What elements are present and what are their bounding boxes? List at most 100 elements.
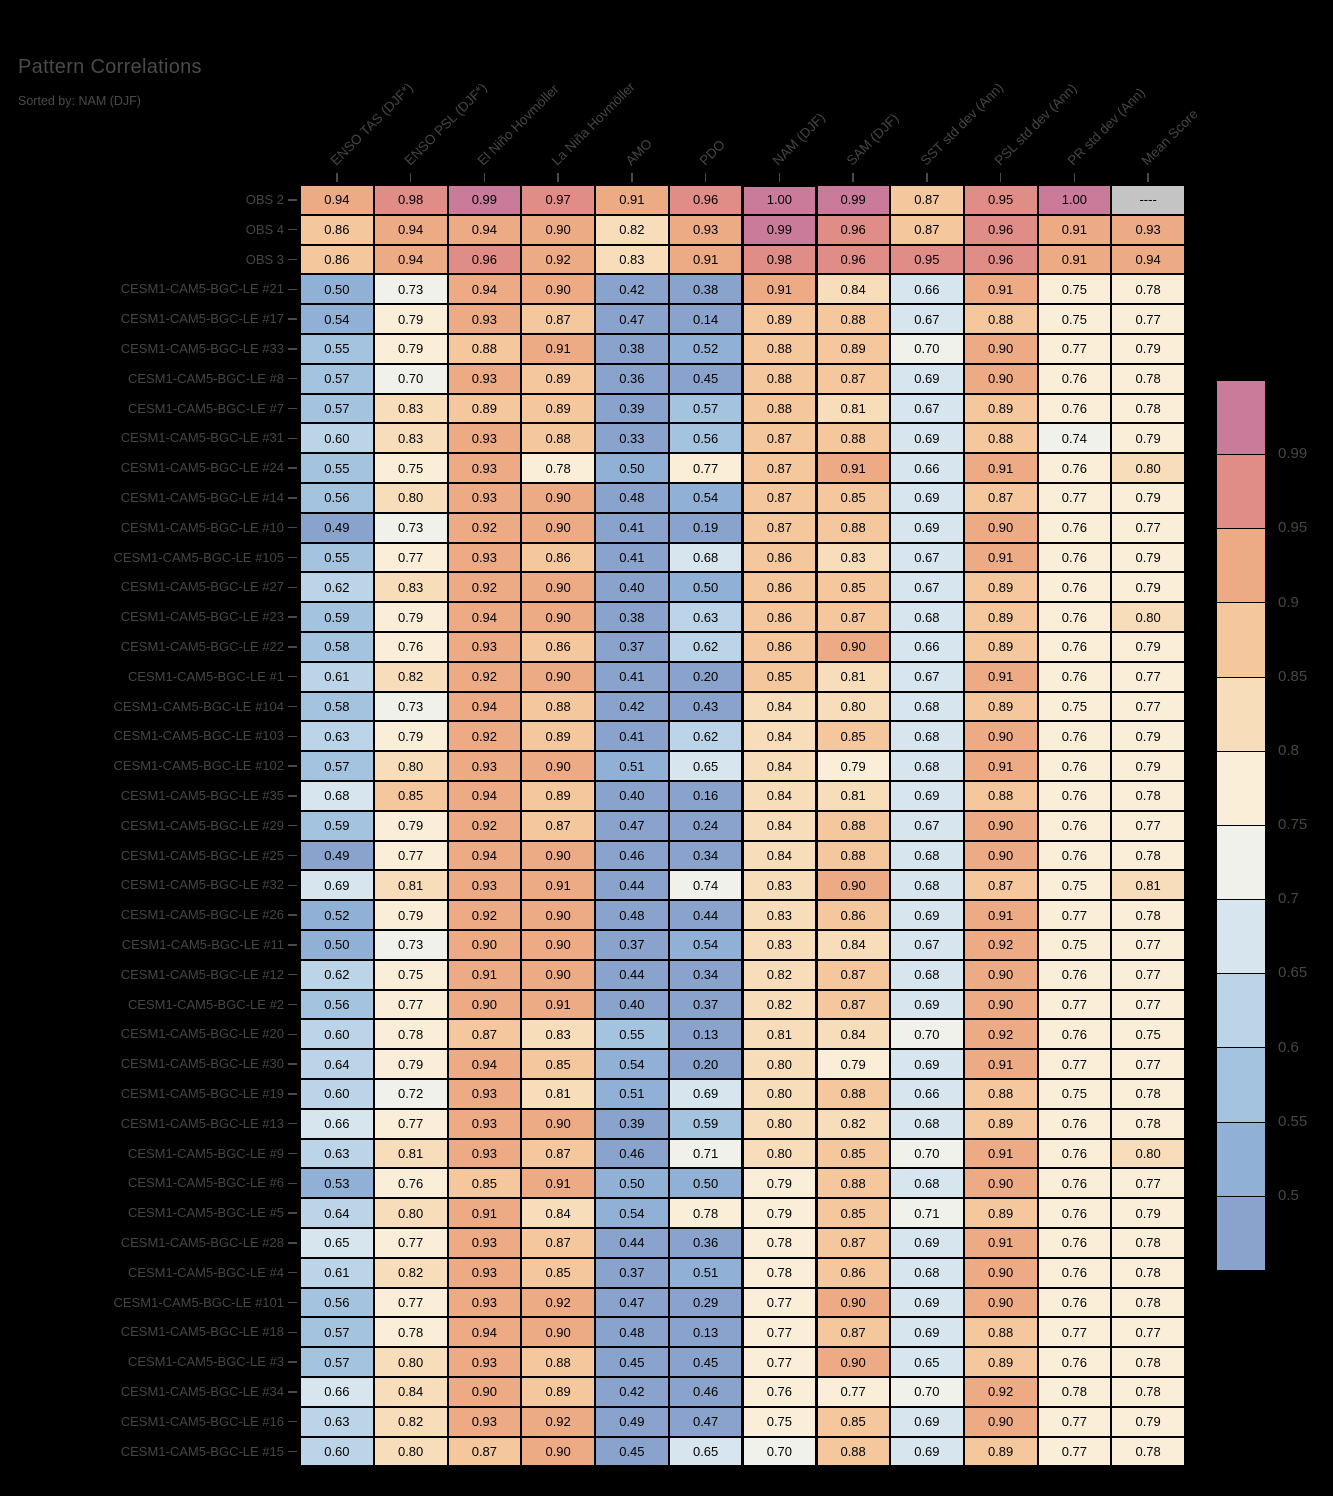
colorbar — [1216, 380, 1266, 1272]
heatmap-cell: 0.68 — [891, 722, 963, 751]
colorbar-tick-label: 0.65 — [1278, 964, 1308, 982]
heatmap-cell: 0.50 — [669, 1169, 742, 1198]
heatmap-cell: 0.52 — [301, 901, 373, 929]
heatmap-cell: 0.86 — [743, 573, 816, 602]
heatmap-cell: 0.91 — [522, 335, 594, 363]
heatmap-cell: 0.85 — [817, 1139, 889, 1168]
row-tick — [288, 705, 297, 708]
heatmap-cell: 0.68 — [891, 1169, 963, 1198]
heatmap-cell: 0.37 — [669, 990, 742, 1019]
heatmap-cell: 0.83 — [596, 245, 668, 274]
heatmap-cell: 0.77 — [1112, 692, 1184, 721]
row-tick — [288, 1003, 297, 1006]
heatmap-cell: 0.90 — [522, 603, 594, 631]
heatmap-cell: 0.86 — [817, 1258, 889, 1287]
heatmap-cell: 0.85 — [448, 1169, 521, 1198]
heatmap-cell: 0.77 — [817, 1378, 889, 1406]
heatmap-cell: 0.56 — [301, 990, 373, 1019]
heatmap-cell: 0.78 — [1038, 1378, 1111, 1406]
heatmap-cell: 0.90 — [522, 484, 594, 512]
heatmap-cell: 0.48 — [596, 1318, 668, 1347]
row-label: CESM1-CAM5-BGC-LE #12 — [120, 966, 284, 982]
heatmap-cell: 0.86 — [522, 633, 594, 661]
row-tick — [288, 377, 297, 380]
heatmap-cell: 0.71 — [669, 1139, 742, 1168]
row-tick — [288, 1361, 297, 1363]
heatmap-cell: 0.37 — [596, 931, 668, 959]
heatmap-cell: 0.58 — [301, 692, 373, 721]
heatmap-cell: 0.99 — [817, 186, 889, 214]
colorbar-segment — [1217, 677, 1265, 752]
heatmap-cell: 0.45 — [596, 1348, 668, 1376]
colorbar-segment — [1217, 529, 1265, 604]
heatmap-cell: 0.91 — [817, 454, 889, 482]
heatmap-cell: 0.72 — [374, 1080, 447, 1108]
row-label: CESM1-CAM5-BGC-LE #29 — [120, 817, 284, 833]
heatmap-cell: 0.75 — [743, 1407, 816, 1436]
heatmap-cell: 0.90 — [964, 513, 1037, 542]
column-tick — [1147, 173, 1149, 182]
heatmap-cell: 0.91 — [448, 1199, 521, 1227]
heatmap-cell: 0.83 — [374, 573, 447, 602]
heatmap-cell: 0.46 — [596, 1139, 668, 1168]
heatmap-cell: 0.88 — [817, 1169, 889, 1198]
heatmap-cell: 0.57 — [669, 394, 742, 423]
heatmap-cell: 0.76 — [1038, 722, 1111, 751]
row-tick — [288, 556, 297, 559]
heatmap-cell: 0.50 — [596, 1169, 668, 1198]
heatmap-cell: 0.89 — [817, 335, 889, 363]
heatmap-cell: 0.38 — [596, 603, 668, 631]
heatmap-cell: 0.91 — [964, 454, 1037, 482]
heatmap-cell: 0.90 — [964, 364, 1037, 393]
heatmap-cell: 0.92 — [964, 931, 1037, 959]
row-label: CESM1-CAM5-BGC-LE #10 — [120, 519, 284, 535]
row-label: CESM1-CAM5-BGC-LE #27 — [120, 579, 284, 595]
row-label: CESM1-CAM5-BGC-LE #21 — [120, 281, 284, 297]
heatmap-cell: 0.75 — [374, 454, 447, 482]
heatmap-cell: 0.94 — [448, 275, 521, 304]
heatmap-cell: 0.91 — [522, 871, 594, 900]
heatmap-cell: 0.89 — [964, 633, 1037, 661]
heatmap-cell: 0.79 — [374, 305, 447, 333]
heatmap-cell: 0.87 — [448, 1437, 521, 1466]
heatmap-cell: 0.50 — [301, 275, 373, 304]
heatmap-cell: 0.87 — [891, 186, 963, 214]
heatmap-cell: 0.77 — [374, 543, 447, 572]
heatmap-cell: 0.85 — [743, 662, 816, 691]
heatmap-cell: 0.99 — [743, 215, 816, 244]
heatmap-cell: 0.80 — [743, 1050, 816, 1078]
heatmap-cell: 0.77 — [1038, 1437, 1111, 1466]
heatmap-cell: 0.93 — [448, 752, 521, 780]
heatmap-cell: 0.49 — [301, 513, 373, 542]
heatmap-cell: 0.79 — [1112, 722, 1184, 751]
heatmap-cell: 0.77 — [374, 990, 447, 1019]
heatmap-cell: 0.83 — [522, 1020, 594, 1049]
heatmap-cell: 0.83 — [743, 871, 816, 900]
row-label: CESM1-CAM5-BGC-LE #103 — [113, 728, 285, 744]
heatmap-cell: 0.44 — [596, 1229, 668, 1257]
heatmap-cell: 0.78 — [1112, 1288, 1184, 1317]
heatmap-cell: 0.84 — [743, 722, 816, 751]
heatmap-cell: 1.00 — [743, 186, 816, 214]
heatmap-cell: 0.69 — [891, 424, 963, 453]
heatmap-cell: 0.46 — [669, 1378, 742, 1406]
heatmap-cell: 0.76 — [1038, 394, 1111, 423]
heatmap-cell: 0.95 — [891, 245, 963, 274]
heatmap-cell: 0.80 — [374, 1199, 447, 1227]
heatmap-cell: 0.63 — [301, 1139, 373, 1168]
heatmap-cell: 0.90 — [448, 1378, 521, 1406]
row-tick — [288, 1450, 297, 1453]
heatmap-cell: 0.79 — [1112, 543, 1184, 572]
heatmap-cell: 0.50 — [301, 931, 373, 959]
heatmap-cell: 0.87 — [743, 424, 816, 453]
heatmap-cell: 0.93 — [448, 1109, 521, 1138]
heatmap-cell: 0.36 — [596, 364, 668, 393]
row-tick — [288, 795, 297, 797]
colorbar-segment — [1217, 900, 1265, 975]
heatmap-cell: 0.66 — [301, 1378, 373, 1406]
heatmap-cell: 0.82 — [596, 215, 668, 244]
colorbar-tick-label: 0.9 — [1278, 593, 1299, 611]
heatmap-cell: 0.77 — [1112, 513, 1184, 542]
heatmap-cell: 0.91 — [964, 1139, 1037, 1168]
heatmap-cell: 0.47 — [669, 1407, 742, 1436]
